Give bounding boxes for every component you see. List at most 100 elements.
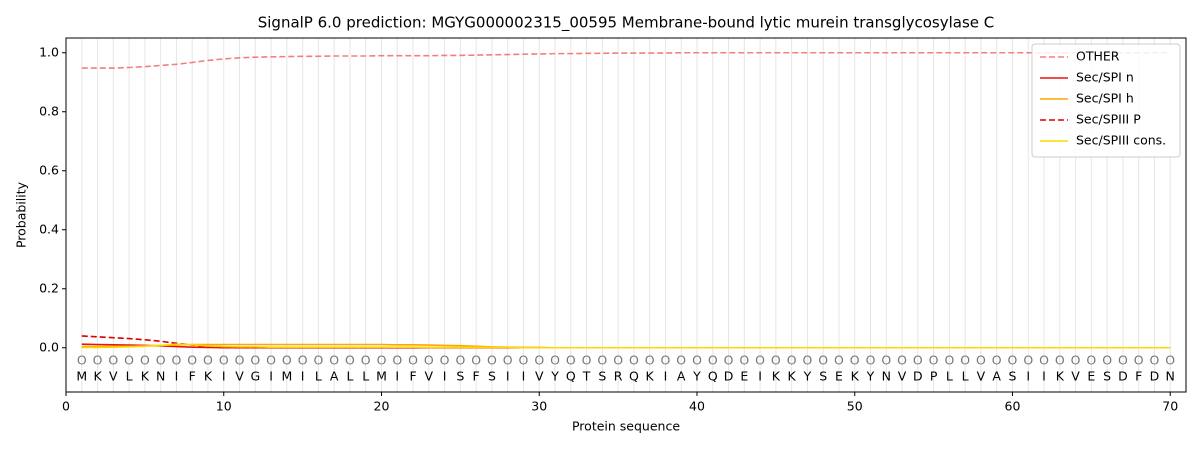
position-label: O	[313, 353, 323, 368]
position-label: O	[1039, 353, 1049, 368]
position-label: O	[1165, 353, 1175, 368]
position-label: O	[471, 353, 481, 368]
position-label: O	[140, 353, 150, 368]
position-label: O	[124, 353, 134, 368]
position-label: O	[755, 353, 765, 368]
position-label: O	[944, 353, 954, 368]
position-label: O	[377, 353, 387, 368]
residue-label: I	[395, 369, 399, 384]
position-label: O	[834, 353, 844, 368]
residue-label: I	[522, 369, 526, 384]
position-label: O	[503, 353, 513, 368]
x-tick-label: 0	[62, 399, 70, 414]
residue-label: L	[346, 369, 353, 384]
residue-label: L	[362, 369, 369, 384]
residue-label: V	[235, 369, 244, 384]
residue-label: V	[425, 369, 434, 384]
position-label: O	[534, 353, 544, 368]
residue-label: F	[409, 369, 416, 384]
residue-label: I	[175, 369, 179, 384]
legend-label: Sec/SPIII cons.	[1076, 133, 1166, 148]
residue-label: Y	[692, 369, 701, 384]
legend-label: Sec/SPIII P	[1076, 112, 1141, 127]
position-label: O	[77, 353, 87, 368]
residue-label: L	[126, 369, 133, 384]
position-label: O	[724, 353, 734, 368]
position-label: O	[487, 353, 497, 368]
position-label: O	[1055, 353, 1065, 368]
residue-label: S	[1009, 369, 1017, 384]
residue-label: V	[109, 369, 118, 384]
residue-label: D	[913, 369, 923, 384]
residue-label: N	[156, 369, 165, 384]
position-label: O	[866, 353, 876, 368]
position-label: O	[582, 353, 592, 368]
chart-title: SignalP 6.0 prediction: MGYG000002315_00…	[258, 14, 995, 33]
position-label: O	[613, 353, 623, 368]
x-tick-label: 50	[847, 399, 863, 414]
x-tick-label: 40	[689, 399, 705, 414]
position-label: O	[187, 353, 197, 368]
position-label: O	[992, 353, 1002, 368]
residue-label: K	[772, 369, 781, 384]
plot-frame	[65, 37, 1187, 393]
residue-label: M	[76, 369, 87, 384]
residue-label: S	[819, 369, 827, 384]
position-label: O	[282, 353, 292, 368]
residue-label: F	[1135, 369, 1142, 384]
residue-label: L	[315, 369, 322, 384]
position-label: O	[298, 353, 308, 368]
x-tick-label: 30	[531, 399, 547, 414]
position-label: O	[566, 353, 576, 368]
position-label: O	[1150, 353, 1160, 368]
y-axis-label: Probability	[14, 181, 29, 248]
position-label: O	[219, 353, 229, 368]
residue-label: P	[930, 369, 938, 384]
residue-label: K	[851, 369, 860, 384]
residue-label: S	[456, 369, 464, 384]
residue-label: F	[473, 369, 480, 384]
position-label: O	[1023, 353, 1033, 368]
residue-label: K	[141, 369, 150, 384]
position-label: O	[645, 353, 655, 368]
position-label: O	[976, 353, 986, 368]
series-line	[81, 51, 1171, 69]
residue-label: Y	[866, 369, 875, 384]
position-label: O	[661, 353, 671, 368]
position-label: O	[93, 353, 103, 368]
residue-label: T	[582, 369, 591, 384]
position-label: O	[913, 353, 923, 368]
position-label: O	[1102, 353, 1112, 368]
position-label: O	[771, 353, 781, 368]
y-tick-label: 0.4	[39, 221, 59, 236]
residue-label: D	[724, 369, 734, 384]
position-label: O	[708, 353, 718, 368]
legend-box	[1031, 43, 1181, 158]
position-label: O	[850, 353, 860, 368]
residue-label: R	[614, 369, 623, 384]
position-label: O	[897, 353, 907, 368]
series-line	[81, 335, 1171, 349]
position-label: O	[929, 353, 939, 368]
position-label: O	[550, 353, 560, 368]
position-label: O	[519, 353, 529, 368]
residue-label: L	[946, 369, 953, 384]
y-tick-label: 0.0	[39, 339, 59, 354]
position-label: O	[629, 353, 639, 368]
position-label: O	[235, 353, 245, 368]
residue-label: Y	[550, 369, 559, 384]
residue-label: L	[962, 369, 969, 384]
residue-label: D	[1118, 369, 1128, 384]
residue-label: K	[204, 369, 213, 384]
position-label: O	[156, 353, 166, 368]
x-tick-label: 60	[1005, 399, 1021, 414]
residue-label: E	[835, 369, 843, 384]
residue-label: A	[677, 369, 686, 384]
position-label: O	[881, 353, 891, 368]
residue-label: M	[376, 369, 387, 384]
position-label: O	[440, 353, 450, 368]
position-label: O	[203, 353, 213, 368]
position-label: O	[597, 353, 607, 368]
residue-label: I	[301, 369, 305, 384]
